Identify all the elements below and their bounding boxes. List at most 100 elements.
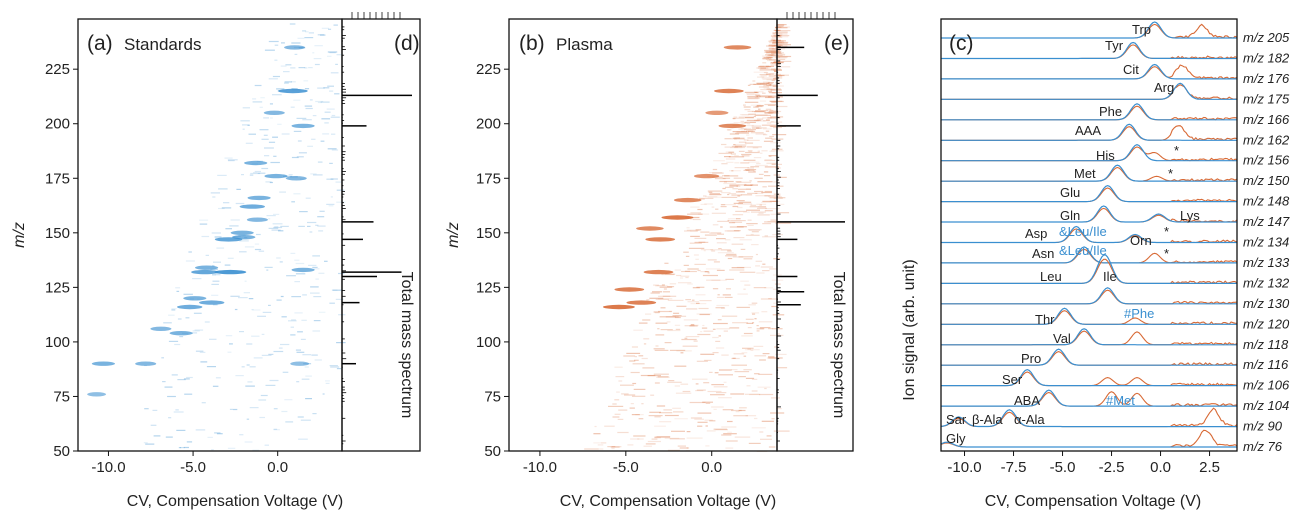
heatmap-speck bbox=[725, 278, 734, 280]
heatmap-speck bbox=[745, 151, 760, 154]
heatmap-speck bbox=[259, 129, 269, 131]
heatmap-speck bbox=[774, 36, 778, 38]
heatmap-speck bbox=[335, 63, 338, 65]
heatmap-speck bbox=[304, 366, 309, 368]
heatmap-speck bbox=[763, 171, 769, 173]
heatmap-speck bbox=[715, 347, 725, 349]
heatmap-speck bbox=[657, 376, 669, 378]
heatmap-speck bbox=[283, 175, 293, 177]
heatmap-speck bbox=[259, 416, 265, 419]
heatmap-feature bbox=[214, 269, 247, 275]
heatmap-speck bbox=[302, 30, 307, 32]
heatmap-speck bbox=[750, 184, 758, 186]
heatmap-speck bbox=[765, 96, 775, 99]
heatmap-feature bbox=[183, 296, 207, 301]
heatmap-speck bbox=[215, 377, 221, 379]
panel-b-ylabel: m/z bbox=[445, 222, 462, 248]
aa-his: His bbox=[1096, 148, 1115, 163]
heatmap-speck bbox=[183, 446, 189, 449]
heatmap-speck bbox=[183, 293, 193, 295]
heatmap-speck bbox=[736, 226, 747, 228]
heatmap-speck bbox=[741, 153, 752, 156]
heatmap-speck bbox=[732, 214, 744, 216]
heatmap-speck bbox=[733, 144, 736, 146]
standards-trace bbox=[941, 184, 1237, 203]
heatmap-speck bbox=[754, 114, 768, 116]
heatmap-speck bbox=[699, 313, 710, 316]
heatmap-speck bbox=[661, 284, 665, 286]
heatmap-speck bbox=[327, 85, 334, 87]
heatmap-speck bbox=[758, 206, 767, 208]
heatmap-speck bbox=[313, 174, 323, 176]
heatmap-speck bbox=[258, 399, 267, 401]
aa-b-ala: β-Ala bbox=[972, 412, 1003, 427]
heatmap-speck bbox=[680, 383, 689, 385]
heatmap-speck bbox=[288, 320, 297, 322]
heatmap-speck bbox=[768, 92, 782, 94]
heatmap-speck bbox=[747, 229, 762, 231]
heatmap-speck bbox=[667, 286, 675, 288]
heatmap-speck bbox=[310, 173, 317, 175]
y-tick-label: 200 bbox=[476, 116, 501, 133]
panel-c: (c) Ion signal (arb. unit) -10.0 -7.5 -5.0… bbox=[901, 18, 1290, 510]
heatmap-speck bbox=[210, 268, 218, 270]
heatmap-speck bbox=[744, 169, 757, 171]
heatmap-feature bbox=[191, 269, 219, 275]
heatmap-speck bbox=[659, 286, 673, 288]
aa-gly: Gly bbox=[946, 431, 966, 446]
heatmap-speck bbox=[294, 259, 300, 261]
heatmap-speck bbox=[751, 211, 766, 213]
heatmap-speck bbox=[742, 347, 754, 349]
heatmap-speck bbox=[281, 410, 288, 413]
heatmap-speck bbox=[762, 223, 772, 225]
heatmap-speck bbox=[714, 178, 726, 180]
heatmap-speck bbox=[735, 181, 742, 183]
heatmap-speck bbox=[749, 180, 752, 182]
heatmap-speck bbox=[767, 104, 776, 106]
heatmap-speck bbox=[759, 152, 763, 154]
aa-asp: Asp bbox=[1025, 226, 1047, 241]
heatmap-speck bbox=[274, 44, 279, 46]
heatmap-speck bbox=[331, 289, 338, 291]
heatmap-speck bbox=[270, 117, 273, 119]
heatmap-feature bbox=[135, 361, 157, 366]
heatmap-speck bbox=[769, 150, 775, 152]
heatmap-speck bbox=[771, 101, 777, 103]
heatmap-speck bbox=[696, 286, 705, 288]
heatmap-speck bbox=[690, 235, 700, 237]
heatmap-speck bbox=[244, 280, 247, 282]
trace-label: m/z 104 bbox=[1243, 398, 1289, 413]
heatmap-speck bbox=[750, 132, 764, 134]
heatmap-speck bbox=[225, 228, 232, 230]
heatmap-speck bbox=[759, 74, 771, 76]
aa-aba: ABA bbox=[1014, 393, 1040, 408]
heatmap-speck bbox=[276, 257, 281, 259]
heatmap-speck bbox=[252, 309, 261, 311]
heatmap-speck bbox=[775, 64, 781, 66]
heatmap-speck bbox=[771, 418, 775, 420]
heatmap-speck bbox=[716, 392, 727, 394]
heatmap-speck bbox=[772, 85, 778, 87]
heatmap-speck bbox=[740, 120, 745, 122]
heatmap-speck bbox=[199, 351, 206, 353]
heatmap-speck bbox=[774, 70, 777, 72]
heatmap-speck bbox=[764, 159, 773, 161]
heatmap-speck bbox=[312, 115, 317, 117]
heatmap-speck bbox=[216, 433, 223, 435]
standards-trace bbox=[941, 164, 1237, 182]
heatmap-speck bbox=[757, 181, 773, 183]
heatmap-speck bbox=[209, 338, 217, 340]
heatmap-speck bbox=[732, 131, 748, 133]
heatmap-speck bbox=[748, 130, 756, 132]
heatmap-speck bbox=[314, 63, 320, 66]
heatmap-speck bbox=[663, 288, 667, 290]
heatmap-speck bbox=[293, 193, 301, 195]
heatmap-speck bbox=[612, 403, 617, 405]
heatmap-speck bbox=[776, 176, 787, 178]
panel-c-trace-labels: m/z 205 m/z 182 m/z 176 m/z 175 m/z 166 m/z 1… bbox=[1243, 30, 1290, 454]
heatmap-speck bbox=[212, 265, 215, 267]
heatmap-speck bbox=[704, 419, 713, 421]
heatmap-speck bbox=[706, 430, 716, 432]
y-tick-label: 100 bbox=[45, 334, 70, 351]
heatmap-speck bbox=[748, 97, 760, 99]
